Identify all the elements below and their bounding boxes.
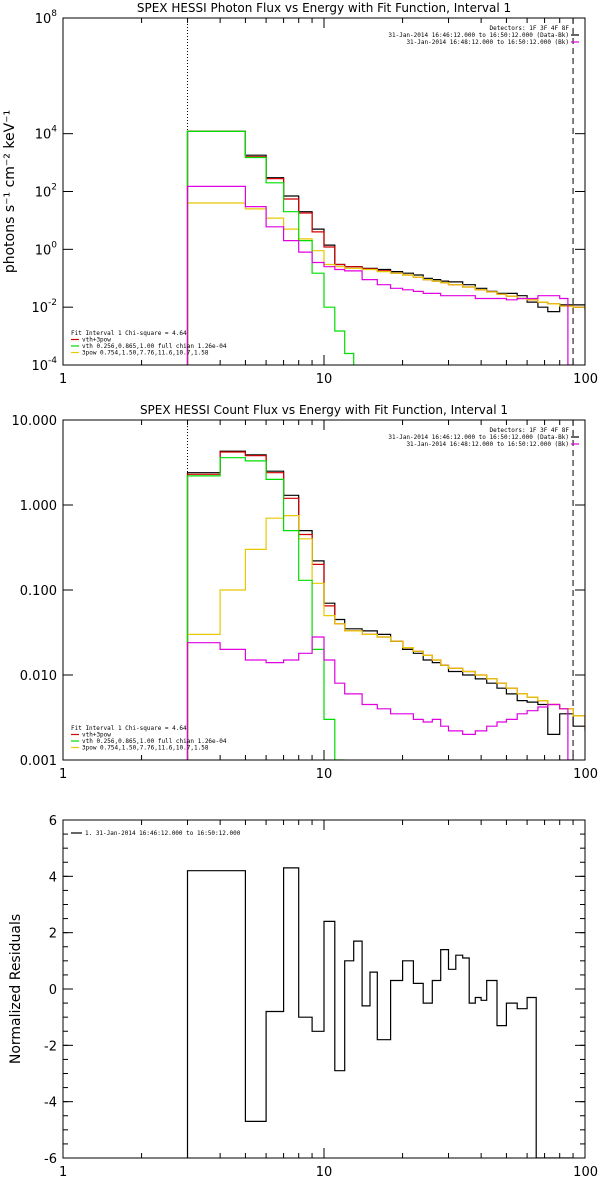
y-tick-label: 0 bbox=[49, 983, 57, 998]
info-legend-entry: Detectors: 1F 3F 4F 8F bbox=[490, 25, 570, 32]
y-tick-label: 0.001 bbox=[20, 754, 57, 769]
y-axis-label: Normalized Residuals bbox=[8, 914, 24, 1064]
info-legend-entry: 1. 31-Jan-2014 16:46:12.000 to 16:50:12.… bbox=[85, 830, 241, 837]
x-tick-label: 1 bbox=[59, 767, 67, 782]
series-background-line bbox=[186, 636, 574, 760]
residuals-panel: Normalized Residuals 1 10 100 -6 -4 -2 0 2 4 6 1. 3… bbox=[8, 814, 598, 1180]
y-tick-label: 10-2 bbox=[31, 298, 57, 316]
plot-frame bbox=[62, 819, 586, 1159]
x-tick-label: 100 bbox=[573, 1165, 598, 1180]
fit-legend-entry: Fit Interval 1 Chi-square = 4.64 bbox=[71, 330, 187, 337]
info-legend-entry: 31-Jan-2014 16:46:12.000 to 16:50:12.000… bbox=[388, 32, 569, 39]
plot-frame bbox=[62, 419, 586, 761]
y-tick-label: 2 bbox=[49, 927, 57, 942]
y-tick-label: 4 bbox=[49, 870, 57, 885]
y-tick-label: 102 bbox=[35, 183, 57, 201]
fit-legend-entry: vth+3pow bbox=[82, 732, 111, 739]
y-tick-label: 104 bbox=[35, 125, 58, 143]
fit-legend-entry: vth 0.256,0.865,1.00 full chian 1.26e-04 bbox=[82, 343, 227, 350]
y-tick-label: -4 bbox=[44, 1096, 57, 1111]
info-legend-entry: 31-Jan-2014 16:48:12.000 to 16:50:12.000… bbox=[406, 441, 569, 448]
series-powerlaw-line bbox=[186, 515, 585, 760]
y-axis-label: photons s⁻¹ cm⁻² keV⁻¹ bbox=[2, 110, 18, 273]
y-tick-label: -2 bbox=[44, 1039, 57, 1054]
fit-legend-entry: 3pow 0.754,1.50,7.76,11.6,10.7,1.58 bbox=[82, 745, 209, 752]
plot-frame bbox=[62, 17, 586, 366]
fit-legend-entry: 3pow 0.754,1.50,7.76,11.6,10.7,1.58 bbox=[82, 350, 209, 357]
x-tick-label: 100 bbox=[573, 372, 598, 387]
fit-legend-entry: vth 0.256,0.865,1.00 full chian 1.26e-04 bbox=[82, 738, 227, 745]
series-thermal-line bbox=[186, 457, 345, 760]
fit-legend-entry: Fit Interval 1 Chi-square = 4.64 bbox=[71, 725, 187, 732]
y-tick-label: 6 bbox=[49, 814, 57, 829]
y-tick-label: 100 bbox=[35, 240, 58, 258]
x-tick-label: 100 bbox=[573, 767, 598, 782]
x-tick-label: 10 bbox=[316, 372, 333, 387]
fit-legend-entry: vth+3pow bbox=[82, 337, 111, 344]
photon-flux-panel: SPEX HESSI Photon Flux vs Energy with Fi… bbox=[2, 1, 598, 387]
x-tick-label: 10 bbox=[316, 1165, 333, 1180]
chart-title: SPEX HESSI Photon Flux vs Energy with Fi… bbox=[137, 1, 511, 15]
y-tick-label: 10.000 bbox=[12, 414, 58, 429]
count-flux-panel: SPEX HESSI Count Flux vs Energy with Fit… bbox=[12, 403, 599, 782]
x-tick-label: 1 bbox=[59, 372, 67, 387]
y-tick-label: 108 bbox=[35, 9, 58, 27]
info-legend-entry: 31-Jan-2014 16:46:12.000 to 16:50:12.000… bbox=[388, 434, 569, 441]
series-background-line bbox=[186, 185, 574, 365]
x-tick-label: 10 bbox=[316, 767, 333, 782]
info-legend-entry: Detectors: 1F 3F 4F 8F bbox=[490, 427, 570, 434]
x-tick-label: 1 bbox=[59, 1165, 67, 1180]
info-legend-entry: 31-Jan-2014 16:48:12.000 to 16:50:12.000… bbox=[406, 39, 569, 46]
y-tick-label: 10-4 bbox=[31, 356, 57, 374]
y-tick-label: -6 bbox=[44, 1152, 57, 1167]
y-tick-label: 1.000 bbox=[20, 499, 57, 514]
series-data-line bbox=[186, 867, 574, 1158]
y-tick-label: 0.010 bbox=[20, 669, 57, 684]
y-tick-label: 0.100 bbox=[20, 584, 57, 599]
chart-title: SPEX HESSI Count Flux vs Energy with Fit… bbox=[140, 403, 508, 417]
